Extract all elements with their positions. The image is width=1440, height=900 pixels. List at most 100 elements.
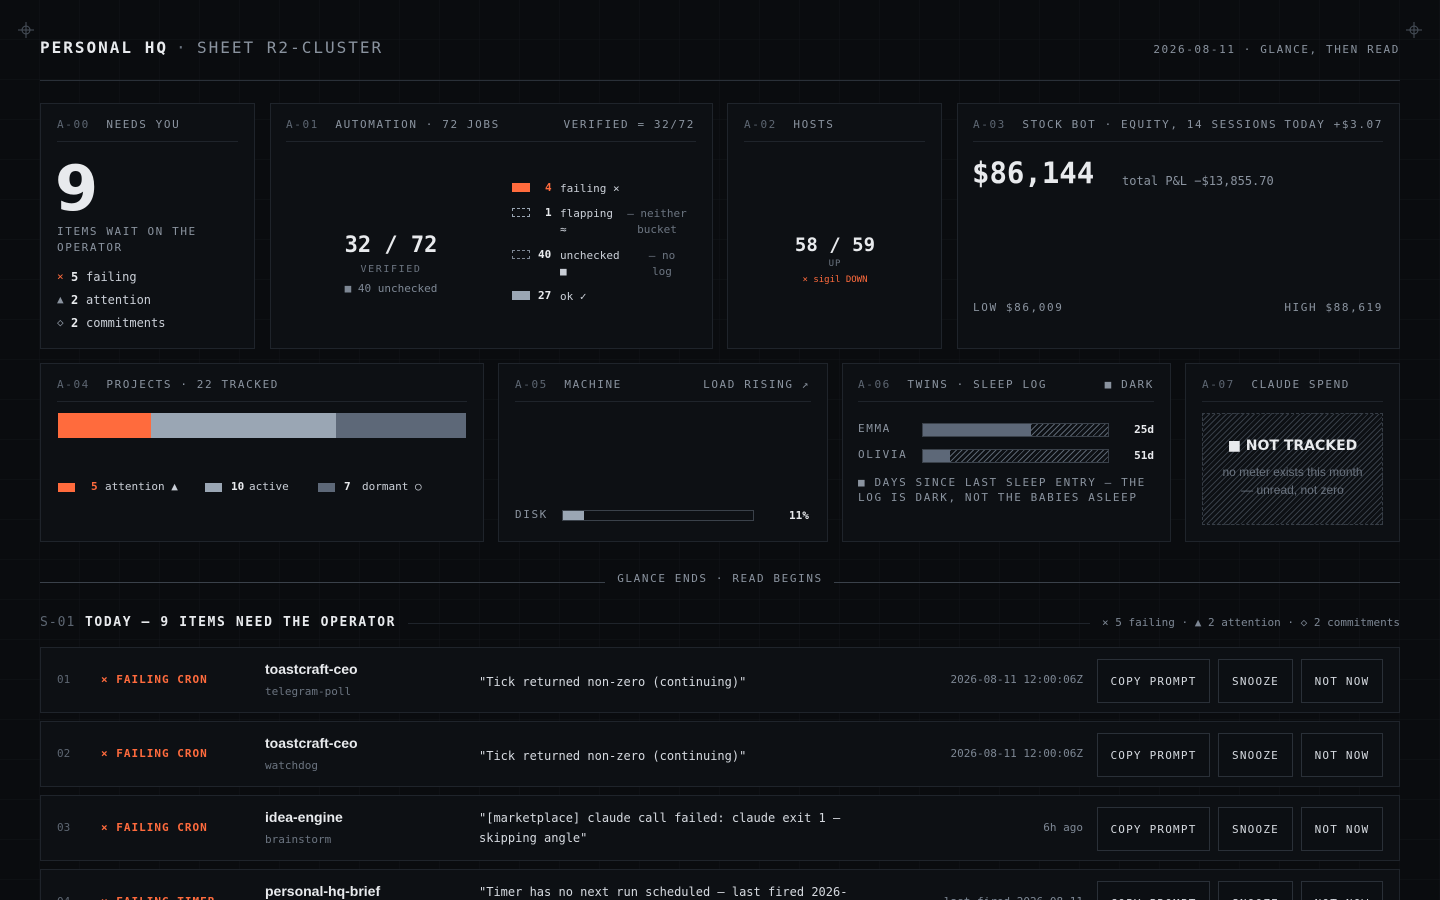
- project-segment: [58, 413, 151, 438]
- twin-name: EMMA: [858, 422, 891, 435]
- action-button[interactable]: SNOOZE: [1218, 881, 1293, 900]
- card-rule: [858, 401, 1154, 402]
- divider-line: [834, 582, 1400, 583]
- card-header: A-04 PROJECTS · 22 TRACKED: [57, 378, 279, 391]
- item-icon: ▲: [57, 293, 64, 306]
- separator: ·: [176, 38, 186, 57]
- legend-count: 5: [91, 480, 98, 493]
- row-message: "Timer has no next run scheduled — last …: [479, 885, 848, 899]
- legend-count: 40: [538, 248, 552, 261]
- sheet-name: SHEET R2-CLUSTER: [197, 38, 384, 57]
- legend-swatch: [318, 483, 335, 492]
- legend-note: — neither bucket: [627, 207, 687, 236]
- action-button[interactable]: NOT NOW: [1301, 881, 1383, 900]
- action-button[interactable]: SNOOZE: [1218, 733, 1293, 777]
- item-label: failing: [86, 270, 137, 284]
- card-rule: [515, 401, 811, 402]
- card-rule: [744, 141, 925, 142]
- card-header-right: LOAD RISING ↗: [703, 378, 810, 391]
- row-time: 2026-08-11 12:00:06Z: [950, 747, 1083, 760]
- hosts-total: 59: [852, 234, 876, 256]
- card-needs-you: [40, 103, 255, 349]
- card-header: A-02 HOSTS: [744, 118, 834, 131]
- legend-swatch: [512, 183, 530, 192]
- legend-label: unchecked ■: [560, 249, 620, 278]
- legend-swatch: [205, 483, 222, 492]
- legend-swatch: [58, 483, 75, 492]
- gauge-total: 72: [410, 233, 438, 258]
- hosts-value: 58 / 59: [735, 234, 935, 256]
- header-rule: [40, 80, 1400, 81]
- needs-count: 9: [55, 152, 99, 225]
- item-count: 2: [71, 316, 79, 330]
- card-header: A-07 CLAUDE SPEND: [1202, 378, 1350, 391]
- legend-swatch: [512, 291, 530, 300]
- disk-bar: [563, 511, 584, 520]
- twin-dark: [950, 450, 1108, 462]
- spend-status: ■ NOT TRACKED: [1227, 438, 1358, 454]
- card-machine: [498, 363, 828, 542]
- hosts-up-label: UP: [828, 259, 842, 269]
- row-time: 6h ago: [1043, 821, 1083, 834]
- card-title: STOCK BOT · EQUITY, 14 SESSIONS: [1022, 118, 1278, 131]
- gauge-sub: ■ 40 unchecked: [291, 282, 491, 295]
- row-sub: brainstorm: [265, 833, 332, 846]
- row-number: 02: [57, 747, 71, 760]
- needs-caption: ITEMS WAIT ON THE OPERATOR: [57, 225, 197, 254]
- action-button[interactable]: NOT NOW: [1301, 733, 1383, 777]
- twin-logged: [923, 450, 951, 462]
- project-segment: [336, 413, 466, 438]
- action-button[interactable]: COPY PROMPT: [1097, 733, 1210, 777]
- twin-track: [922, 449, 1109, 463]
- item-row: 03 × FAILING CRON idea-engine brainstorm "[m…: [40, 795, 1400, 861]
- legend-label: attention ▲: [105, 480, 178, 493]
- row-name: personal-hq-brief: [265, 883, 381, 899]
- gauge-value: 32 / 72: [291, 233, 491, 258]
- card-title: PROJECTS · 22 TRACKED: [106, 378, 280, 391]
- twin-logged: [923, 424, 1032, 436]
- gauge-sub-label: unchecked: [377, 282, 438, 295]
- card-title: CLAUDE SPEND: [1251, 378, 1351, 391]
- card-header: A-05 MACHINE: [515, 378, 622, 391]
- card-id: A-06: [858, 378, 891, 391]
- action-button[interactable]: SNOOZE: [1218, 807, 1293, 851]
- gauge-sub-count: 40: [357, 282, 372, 295]
- card-rule: [57, 401, 467, 402]
- action-button[interactable]: COPY PROMPT: [1097, 881, 1210, 900]
- row-time: 2026-08-11 12:00:06Z: [950, 673, 1083, 686]
- gauge-sep: /: [384, 233, 398, 258]
- section-rule: [408, 623, 1090, 624]
- disk-track: [562, 510, 754, 521]
- action-button[interactable]: NOT NOW: [1301, 659, 1383, 703]
- disk-value: 11%: [789, 509, 809, 522]
- header-meta: 2026-08-11 · GLANCE, THEN READ: [1153, 43, 1400, 56]
- legend-count: 1: [545, 206, 552, 219]
- row-name: toastcraft-ceo: [265, 661, 358, 677]
- card-header: A-00 NEEDS YOU: [57, 118, 180, 131]
- action-button[interactable]: COPY PROMPT: [1097, 807, 1210, 851]
- twin-value: 25d: [1134, 423, 1154, 436]
- card-id: A-02: [744, 118, 777, 131]
- hosts-up: 58: [794, 234, 818, 256]
- corner-marks: [18, 22, 1422, 38]
- card-header-right: ■ DARK: [1104, 378, 1154, 391]
- stock-low: LOW $86,009: [973, 301, 1064, 314]
- legend-count: 10: [231, 480, 245, 493]
- legend-label: dormant ○: [362, 480, 422, 493]
- legend-count: 4: [545, 181, 552, 194]
- twin-value: 51d: [1134, 449, 1154, 462]
- action-button[interactable]: COPY PROMPT: [1097, 659, 1210, 703]
- row-sub: telegram-poll: [265, 685, 352, 698]
- item-label: commitments: [86, 316, 166, 330]
- card-title: NEEDS YOU: [106, 118, 181, 131]
- card-id: A-04: [57, 378, 90, 391]
- spend-line: no meter exists this month: [1222, 465, 1363, 479]
- action-button[interactable]: SNOOZE: [1218, 659, 1293, 703]
- hosts-down: × sigil DOWN: [802, 275, 868, 285]
- card-rule: [57, 141, 238, 142]
- action-button[interactable]: NOT NOW: [1301, 807, 1383, 851]
- item-count: 2: [71, 293, 79, 307]
- legend-label: active: [249, 480, 289, 493]
- twin-name: OLIVIA: [858, 448, 908, 461]
- twin-dark: [1031, 424, 1108, 436]
